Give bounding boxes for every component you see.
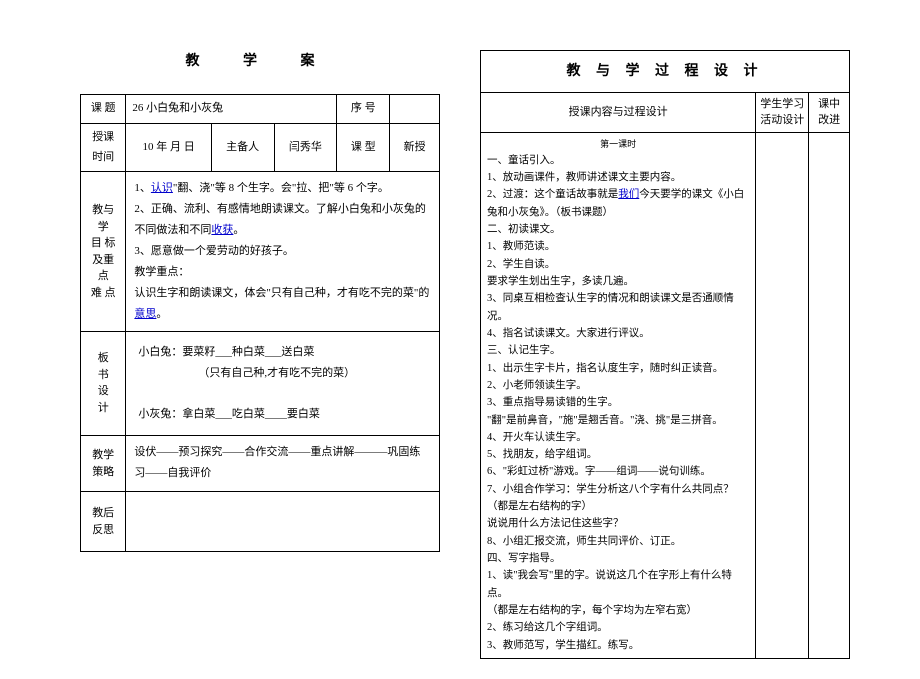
time-label: 授课时间 (81, 123, 126, 172)
type-label: 课 型 (337, 123, 390, 172)
reflect-label: 教后反思 (81, 492, 126, 552)
time-value: 10 年 月 日 (126, 123, 211, 172)
reflect-content (126, 492, 440, 552)
host-value: 闫秀华 (274, 123, 337, 172)
strategy-content: 设伏——预习探究——合作交流——重点讲解———巩固练习——自我评价 (126, 436, 440, 492)
col3-cell (809, 132, 850, 658)
col1-header: 授课内容与过程设计 (481, 93, 756, 133)
col3-header: 课中改进 (809, 93, 850, 133)
seq-value (390, 95, 440, 124)
right-page: 教 与 学 过 程 设 计 授课内容与过程设计 学生学习活动设计 课中改进 第一… (480, 50, 850, 659)
section-title: 第一课时 (487, 137, 749, 152)
left-title: 教 学 案 (80, 50, 440, 70)
goals-content: 1、认识"翻、浇"等 8 个生字。会"拉、把"等 6 个字。 2、正确、流利、有… (126, 172, 440, 331)
host-label: 主备人 (211, 123, 274, 172)
topic-label: 课 题 (81, 95, 126, 124)
strategy-label: 教学策略 (81, 436, 126, 492)
board-label: 板书设计 (81, 331, 126, 436)
row-strategy: 教学策略 设伏——预习探究——合作交流——重点讲解———巩固练习——自我评价 (81, 436, 440, 492)
row-goals: 教与学目 标及重点难 点 1、认识"翻、浇"等 8 个生字。会"拉、把"等 6 … (81, 172, 440, 331)
col2-header: 学生学习活动设计 (756, 93, 809, 133)
topic-value: 26 小白兔和小灰兔 (126, 95, 337, 124)
right-table: 教 与 学 过 程 设 计 授课内容与过程设计 学生学习活动设计 课中改进 第一… (480, 50, 850, 659)
right-title: 教 与 学 过 程 设 计 (481, 51, 849, 92)
row-time: 授课时间 10 年 月 日 主备人 闫秀华 课 型 新授 (81, 123, 440, 172)
row-board: 板书设计 小白兔：要菜籽___种白菜___送白菜 （只有自己种,才有吃不完的菜）… (81, 331, 440, 436)
seq-label: 序 号 (337, 95, 390, 124)
left-page: 教 学 案 课 题 26 小白兔和小灰兔 序 号 授课时间 10 年 月 日 主… (80, 50, 440, 659)
right-body-text: 一、童话引入。1、放动画课件，教师讲述课文主要内容。2、过渡：这个童话故事就是我… (487, 152, 749, 654)
board-content: 小白兔：要菜籽___种白菜___送白菜 （只有自己种,才有吃不完的菜） 小灰兔：… (126, 331, 440, 436)
row-reflect: 教后反思 (81, 492, 440, 552)
right-title-row: 教 与 学 过 程 设 计 (481, 51, 850, 93)
left-table: 课 题 26 小白兔和小灰兔 序 号 授课时间 10 年 月 日 主备人 闫秀华… (80, 94, 440, 552)
goals-label: 教与学目 标及重点难 点 (81, 172, 126, 331)
type-value: 新授 (390, 123, 440, 172)
row-topic: 课 题 26 小白兔和小灰兔 序 号 (81, 95, 440, 124)
right-body-row: 第一课时 一、童话引入。1、放动画课件，教师讲述课文主要内容。2、过渡：这个童话… (481, 132, 850, 658)
col2-cell (756, 132, 809, 658)
right-header-row: 授课内容与过程设计 学生学习活动设计 课中改进 (481, 93, 850, 133)
right-body-cell: 第一课时 一、童话引入。1、放动画课件，教师讲述课文主要内容。2、过渡：这个童话… (481, 132, 756, 658)
